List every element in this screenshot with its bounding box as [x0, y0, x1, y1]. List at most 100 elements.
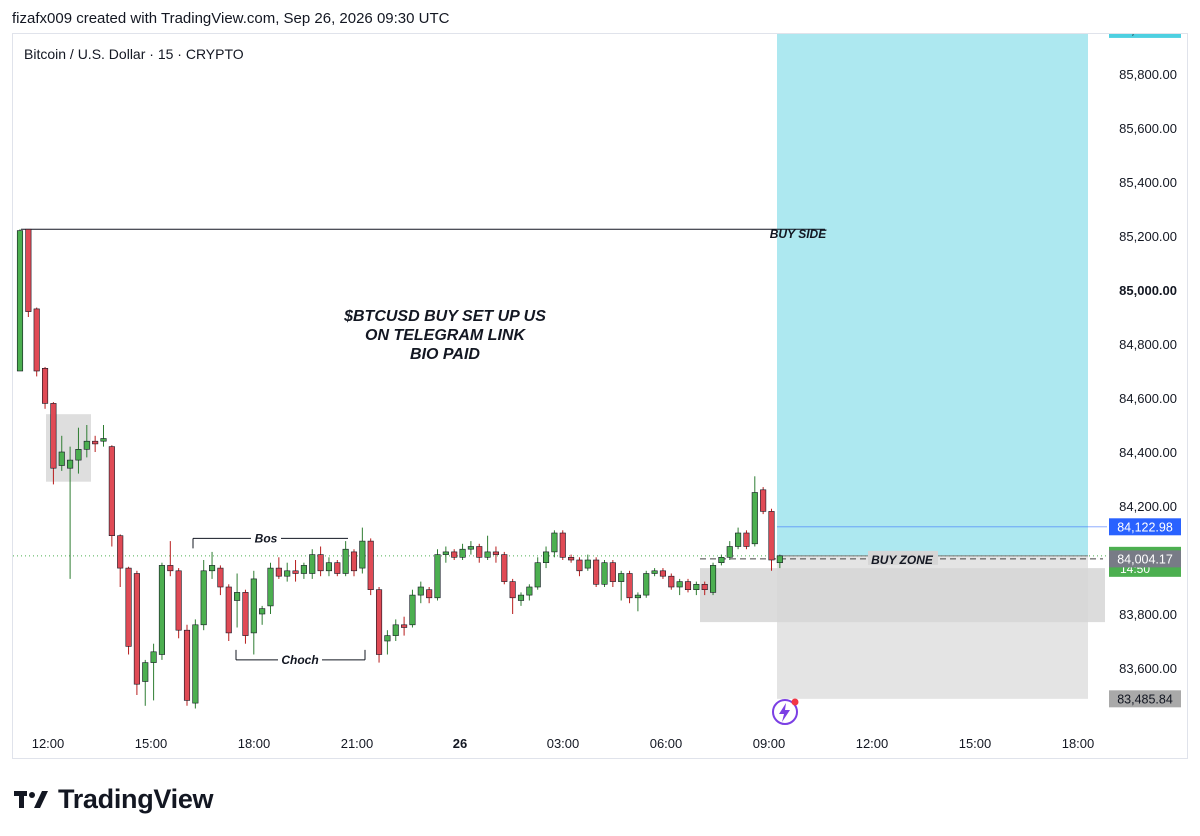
candle-up[interactable] — [250, 570, 257, 655]
candle-up[interactable] — [459, 543, 466, 560]
candle-up[interactable] — [342, 541, 349, 577]
candle-up[interactable] — [467, 541, 474, 555]
buy-zone-rect[interactable] — [700, 568, 1105, 623]
candle-up[interactable] — [726, 541, 733, 560]
candle-up[interactable] — [442, 546, 449, 563]
candle-up[interactable] — [409, 589, 416, 628]
candle-up[interactable] — [142, 659, 149, 706]
candle-up[interactable] — [776, 554, 783, 569]
candle-up[interactable] — [284, 562, 291, 582]
candle-up[interactable] — [718, 554, 725, 566]
candle-up[interactable] — [584, 554, 591, 571]
candle-up[interactable] — [484, 535, 491, 560]
candle-down[interactable] — [242, 589, 249, 644]
buy-zone-price-tag[interactable]: 84,004.17 — [1109, 550, 1181, 568]
candle-up[interactable] — [534, 557, 541, 590]
candle-down[interactable] — [701, 581, 708, 596]
candle-down[interactable] — [25, 228, 32, 317]
candle-up[interactable] — [634, 592, 641, 612]
candle-up[interactable] — [158, 562, 165, 660]
candle-down[interactable] — [350, 549, 358, 577]
candle-down[interactable] — [41, 366, 49, 409]
candle-down[interactable] — [559, 530, 566, 560]
candle-up[interactable] — [192, 619, 199, 709]
candle-down[interactable] — [609, 560, 616, 587]
candle-down[interactable] — [367, 538, 374, 596]
candle-down[interactable] — [317, 546, 324, 577]
lightning-badge-icon[interactable] — [772, 698, 799, 725]
candle-up[interactable] — [75, 427, 82, 474]
candle-down[interactable] — [568, 554, 575, 563]
candle-up[interactable] — [83, 425, 90, 458]
candle-up[interactable] — [751, 476, 758, 547]
candle-down[interactable] — [292, 560, 299, 582]
candle-down[interactable] — [92, 435, 99, 452]
candle-up[interactable] — [618, 570, 625, 601]
candle-down[interactable] — [509, 578, 516, 614]
candle-down[interactable] — [117, 534, 124, 587]
candle-down[interactable] — [167, 541, 174, 577]
candle-down[interactable] — [684, 578, 692, 593]
candle-up[interactable] — [542, 546, 550, 569]
candle-down[interactable] — [476, 543, 483, 563]
candle-up[interactable] — [150, 643, 157, 701]
candle-up[interactable] — [434, 549, 441, 601]
candle-down[interactable] — [743, 530, 750, 550]
candle-up[interactable] — [267, 562, 274, 614]
candle-down[interactable] — [576, 557, 583, 577]
candle-up[interactable] — [651, 568, 658, 577]
candle-up[interactable] — [551, 530, 558, 558]
candle-down[interactable] — [33, 307, 40, 377]
candle-up[interactable] — [392, 619, 399, 641]
candle-up[interactable] — [325, 557, 333, 577]
candle-down[interactable] — [375, 587, 383, 663]
candle-down[interactable] — [225, 584, 232, 641]
candle-down[interactable] — [275, 557, 282, 579]
candle-up[interactable] — [259, 605, 266, 625]
candle-down[interactable] — [659, 568, 667, 579]
candle-up[interactable] — [300, 562, 307, 579]
tradingview-logo[interactable]: TradingView — [14, 784, 214, 814]
candle-up[interactable] — [100, 425, 107, 447]
candle-up[interactable] — [517, 592, 525, 606]
chart-canvas[interactable]: Bitcoin / U.S. Dollar · 15 · CRYPTO BUY S… — [13, 34, 1189, 760]
candle-up[interactable] — [234, 573, 241, 628]
target-price-tag[interactable]: 85,965.12 — [1109, 34, 1181, 38]
candle-up[interactable] — [384, 630, 391, 655]
stop-price-tag[interactable]: 83,485.84 — [1109, 690, 1181, 708]
candle-up[interactable] — [16, 229, 24, 372]
candle-down[interactable] — [175, 568, 182, 639]
candle-down[interactable] — [125, 566, 132, 655]
candle-down[interactable] — [492, 546, 500, 563]
candle-down[interactable] — [451, 549, 458, 560]
candle-up[interactable] — [67, 446, 74, 579]
candle-up[interactable] — [643, 570, 650, 598]
candle-down[interactable] — [626, 570, 633, 604]
candle-up[interactable] — [676, 578, 683, 596]
candle-up[interactable] — [58, 435, 65, 471]
candle-down[interactable] — [401, 616, 408, 636]
candle-down[interactable] — [50, 402, 57, 485]
marker-price-tag[interactable]: 84,122.98 — [1109, 518, 1181, 536]
candle-down[interactable] — [334, 560, 341, 577]
candle-up[interactable] — [526, 584, 533, 601]
candle-up[interactable] — [200, 560, 207, 631]
candle-up[interactable] — [209, 551, 216, 579]
candle-up[interactable] — [693, 581, 700, 596]
candle-down[interactable] — [768, 508, 775, 571]
candle-up[interactable] — [417, 581, 424, 604]
candle-down[interactable] — [108, 445, 115, 547]
candle-up[interactable] — [309, 549, 316, 579]
candle-up[interactable] — [735, 527, 742, 550]
candle-down[interactable] — [183, 624, 191, 706]
candle-up[interactable] — [601, 560, 608, 587]
candle-down[interactable] — [501, 551, 508, 585]
long-target-zone[interactable] — [777, 34, 1088, 556]
candle-up[interactable] — [359, 527, 366, 574]
candle-down[interactable] — [426, 587, 433, 604]
candle-down[interactable] — [760, 487, 767, 515]
candle-down[interactable] — [133, 570, 140, 695]
candle-up[interactable] — [709, 562, 717, 596]
candle-down[interactable] — [593, 557, 600, 587]
candle-down[interactable] — [668, 573, 675, 590]
